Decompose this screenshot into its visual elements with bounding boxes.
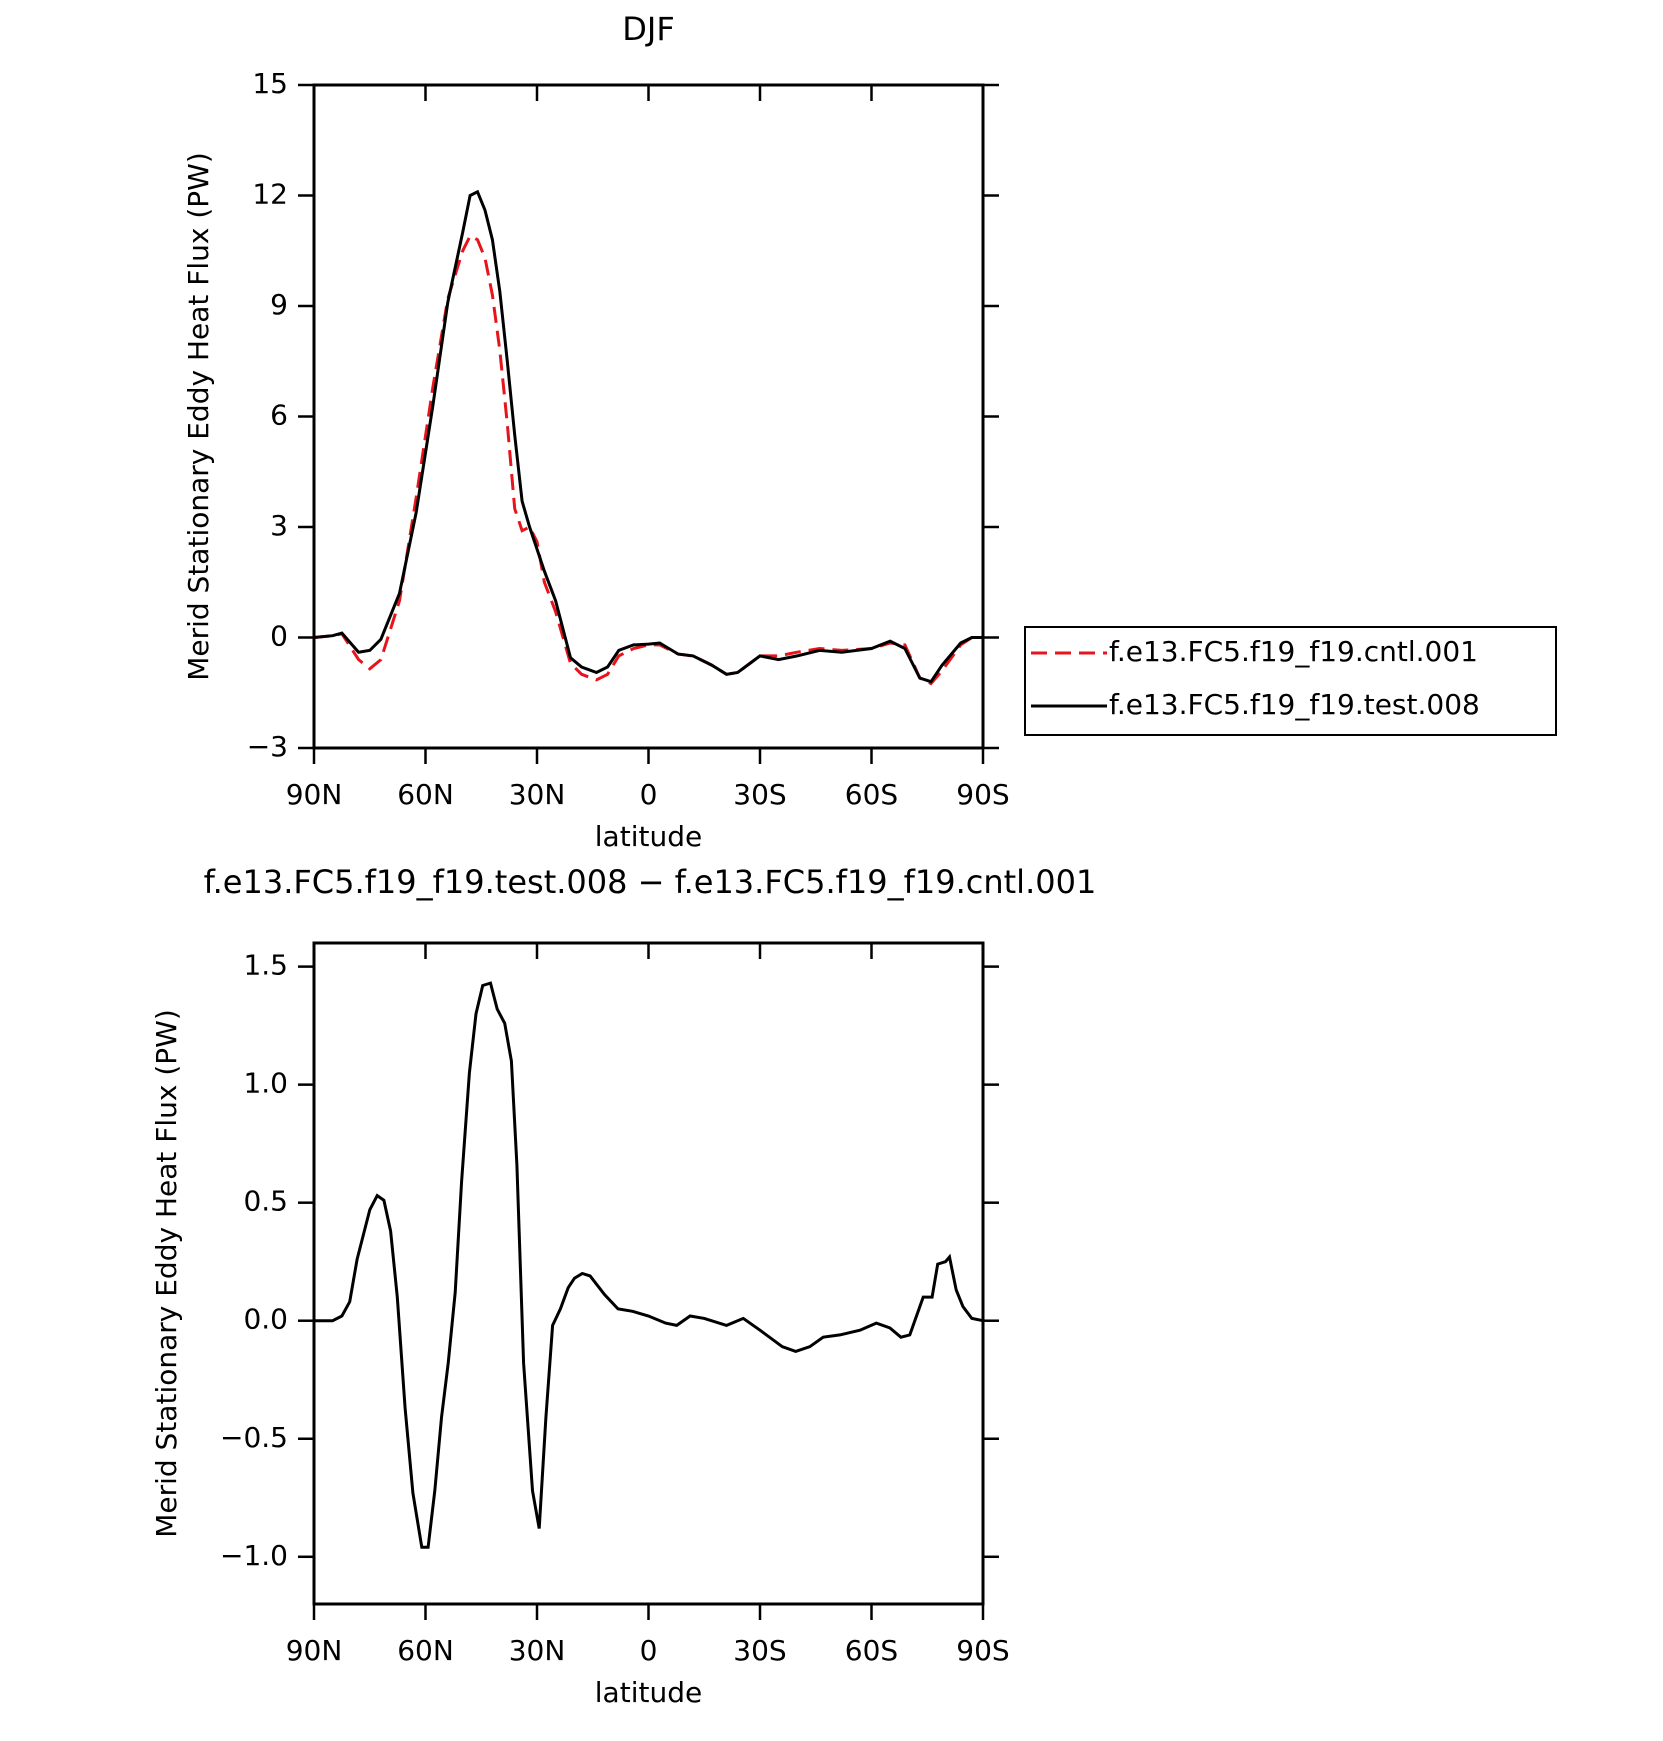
y-tick-label: 6 [270, 399, 288, 432]
chart-title: DJF [622, 10, 674, 48]
series-line [313, 233, 983, 686]
y-tick-label: −1.0 [220, 1539, 288, 1572]
legend-label: f.e13.FC5.f19_f19.cntl.001 [1109, 635, 1478, 668]
series-line [313, 189, 983, 684]
x-tick-label: 90S [956, 778, 1009, 811]
y-tick-label: 12 [252, 178, 288, 211]
y-tick-label: 1.5 [243, 949, 288, 982]
x-tick-label: 60S [845, 778, 898, 811]
y-tick-label: 3 [270, 509, 288, 542]
y-tick-label: −0.5 [220, 1421, 288, 1454]
x-axis-label: latitude [595, 1676, 702, 1709]
x-tick-label: 90N [286, 778, 343, 811]
x-tick-label: 0 [640, 778, 658, 811]
plot-frame [312, 83, 985, 750]
x-tick-label: 90N [286, 1634, 343, 1667]
x-axis-label: latitude [595, 820, 702, 853]
plot-frame [312, 941, 985, 1606]
y-tick-label: 1.0 [243, 1067, 288, 1100]
x-tick-label: 0 [640, 1634, 658, 1667]
x-tick-label: 30N [509, 1634, 566, 1667]
legend-label: f.e13.FC5.f19_f19.test.008 [1109, 688, 1480, 721]
x-tick-label: 60N [397, 778, 454, 811]
x-tick-label: 60N [397, 1634, 454, 1667]
x-tick-label: 60S [845, 1634, 898, 1667]
x-tick-label: 30N [509, 778, 566, 811]
x-tick-label: 30S [733, 778, 786, 811]
chart-title: f.e13.FC5.f19_f19.test.008 − f.e13.FC5.f… [204, 863, 1097, 901]
y-tick-label: 0 [270, 620, 288, 653]
x-tick-label: 30S [733, 1634, 786, 1667]
y-axis-label: Merid Stationary Eddy Heat Flux (PW) [150, 1009, 183, 1538]
y-tick-label: 9 [270, 288, 288, 321]
x-tick-label: 90S [956, 1634, 1009, 1667]
series-line [314, 981, 984, 1549]
y-tick-label: −3 [247, 730, 288, 763]
y-axis-label: Merid Stationary Eddy Heat Flux (PW) [182, 152, 215, 681]
y-tick-label: 0.5 [243, 1185, 288, 1218]
y-tick-label: 15 [252, 67, 288, 100]
legend-box [1024, 626, 1557, 736]
y-tick-label: 0.0 [243, 1303, 288, 1336]
